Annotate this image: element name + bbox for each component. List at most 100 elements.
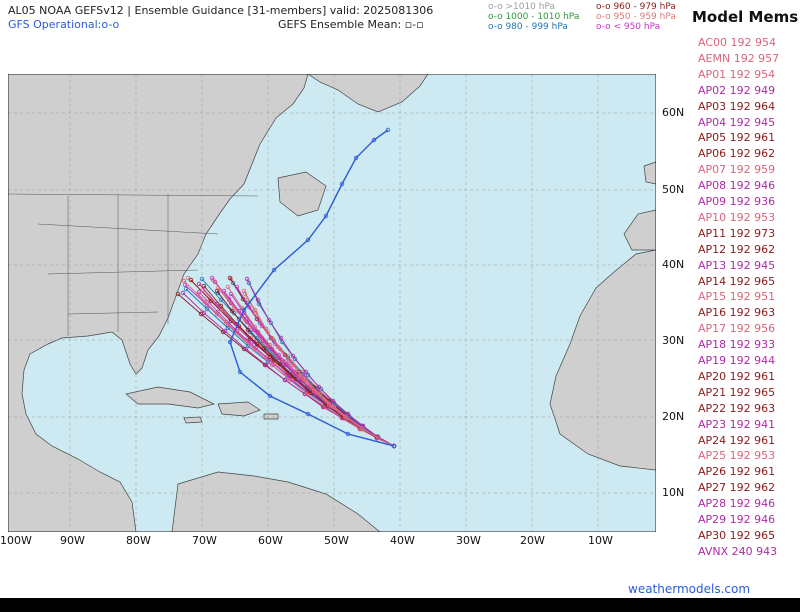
gfs-operational-track-point bbox=[323, 213, 329, 219]
ensemble-track-point bbox=[267, 342, 273, 348]
longitude-label: 30W bbox=[456, 534, 481, 547]
chart-title: AL05 NOAA GEFSv12 | Ensemble Guidance [3… bbox=[8, 4, 434, 17]
jamaica bbox=[183, 416, 203, 424]
track-map bbox=[8, 74, 656, 532]
ensemble-track-point bbox=[201, 310, 207, 316]
state-borders bbox=[8, 193, 259, 336]
ensemble-track-point bbox=[246, 280, 252, 286]
ensemble-track-point bbox=[227, 275, 233, 281]
ensemble-track-point bbox=[204, 306, 210, 312]
member-item: AEMN 192 957 bbox=[698, 51, 780, 65]
ensemble-track-point bbox=[246, 304, 252, 310]
latitude-label: 20N bbox=[662, 410, 685, 423]
ensemble-track-point bbox=[188, 277, 194, 283]
ensemble-track-point bbox=[303, 369, 309, 375]
south-america bbox=[171, 471, 381, 532]
ensemble-track-point bbox=[241, 288, 247, 294]
ensemble-track-point bbox=[183, 286, 189, 292]
ensemble-track-point bbox=[229, 308, 235, 314]
ensemble-track bbox=[246, 278, 395, 447]
gfs-operational-track-point bbox=[371, 137, 377, 143]
latitude-label: 60N bbox=[662, 106, 685, 119]
member-item: AP26 192 961 bbox=[698, 465, 776, 479]
member-item: AP11 192 973 bbox=[698, 226, 776, 240]
ensemble-track-point bbox=[245, 327, 251, 333]
north-america bbox=[8, 74, 309, 532]
pressure-legend-item: o-o < 950 hPa bbox=[596, 22, 661, 32]
member-item: AVNX 240 943 bbox=[698, 544, 778, 558]
gfs-operational-track-point bbox=[271, 267, 277, 273]
puerto-rico bbox=[263, 413, 279, 420]
longitude-label: 20W bbox=[520, 534, 545, 547]
member-item: AP24 192 961 bbox=[698, 433, 776, 447]
gfs-operational-track-point bbox=[339, 181, 345, 187]
ensemble-track-point bbox=[305, 372, 311, 378]
ensemble-track-point bbox=[301, 376, 307, 382]
member-item: AP03 192 964 bbox=[698, 99, 776, 113]
longitude-label: 50W bbox=[324, 534, 349, 547]
ensemble-track-point bbox=[230, 280, 236, 286]
member-item: AP04 192 945 bbox=[698, 115, 776, 129]
pressure-legend-item: o-o 950 - 959 hPa bbox=[596, 12, 676, 22]
greenland-tip bbox=[307, 74, 429, 113]
ensemble-track-point bbox=[265, 359, 271, 365]
ensemble-track-point bbox=[234, 284, 240, 290]
ensemble-track-point bbox=[258, 336, 264, 342]
ensemble-track-point bbox=[251, 339, 257, 345]
ensemble-track-point bbox=[185, 275, 191, 281]
site-credit: weathermodels.com bbox=[628, 582, 751, 596]
member-item: AP20 192 961 bbox=[698, 369, 776, 383]
gfs-operational-track-point bbox=[237, 369, 243, 375]
longitude-label: 80W bbox=[126, 534, 151, 547]
member-item: AP15 192 951 bbox=[698, 290, 776, 304]
ensemble-track-point bbox=[214, 311, 220, 317]
africa bbox=[549, 249, 656, 471]
ensemble-track-point bbox=[222, 328, 228, 334]
member-item: AP23 192 941 bbox=[698, 417, 776, 431]
gfs-operational-track-point bbox=[353, 155, 359, 161]
ensemble-track bbox=[243, 290, 395, 447]
gfs-operational-track-point bbox=[267, 393, 273, 399]
ensemble-track-point bbox=[293, 376, 299, 382]
cuba bbox=[125, 386, 216, 409]
ensemble-track-point bbox=[268, 320, 274, 326]
gfs-operational-track-point bbox=[305, 411, 311, 417]
ensemble-track-point bbox=[236, 308, 242, 314]
ensemble-tracks bbox=[175, 127, 397, 449]
gfs-operational-track bbox=[229, 129, 395, 447]
ensemble-track-point bbox=[175, 291, 181, 297]
member-item: AP02 192 949 bbox=[698, 83, 776, 97]
ensemble-track-point bbox=[252, 324, 258, 330]
footer-bar bbox=[0, 598, 800, 612]
hispaniola bbox=[217, 401, 261, 417]
member-item: AP01 192 954 bbox=[698, 67, 776, 81]
ensemble-track-point bbox=[329, 403, 335, 409]
ensemble-track-point bbox=[266, 317, 272, 323]
ensemble-track-point bbox=[296, 374, 302, 380]
gfs-operational-track-point bbox=[345, 431, 351, 437]
ensemble-track-point bbox=[290, 353, 296, 359]
gfs-operational-track-point bbox=[241, 307, 247, 313]
landmasses bbox=[8, 74, 656, 532]
ensemble-track-point bbox=[254, 341, 260, 347]
member-item: AP17 192 956 bbox=[698, 322, 776, 336]
ensemble-track-point bbox=[225, 284, 231, 290]
ensemble-track-point bbox=[282, 377, 288, 383]
member-item: AP08 192 946 bbox=[698, 179, 776, 193]
ensemble-track-point bbox=[269, 362, 275, 368]
ensemble-track-point bbox=[244, 276, 250, 282]
member-item: AP27 192 962 bbox=[698, 481, 776, 495]
member-item: AP29 192 946 bbox=[698, 513, 776, 526]
ensemble-track-point bbox=[180, 290, 186, 296]
ensemble-track-point bbox=[345, 411, 351, 417]
pressure-legend-item: o-o 980 - 999 hPa bbox=[488, 22, 568, 32]
longitude-label: 10W bbox=[588, 534, 613, 547]
ensemble-track-point bbox=[296, 369, 302, 375]
gfs-operational-label: GFS Operational:o-o bbox=[8, 18, 120, 31]
graticule bbox=[8, 74, 656, 532]
ensemble-mean-label: GEFS Ensemble Mean: ▫-▫ bbox=[278, 18, 424, 31]
ensemble-track-point bbox=[243, 346, 249, 352]
ensemble-track-point bbox=[263, 362, 269, 368]
member-item: AP30 192 965 bbox=[698, 528, 776, 542]
ensemble-track-point bbox=[292, 356, 298, 362]
